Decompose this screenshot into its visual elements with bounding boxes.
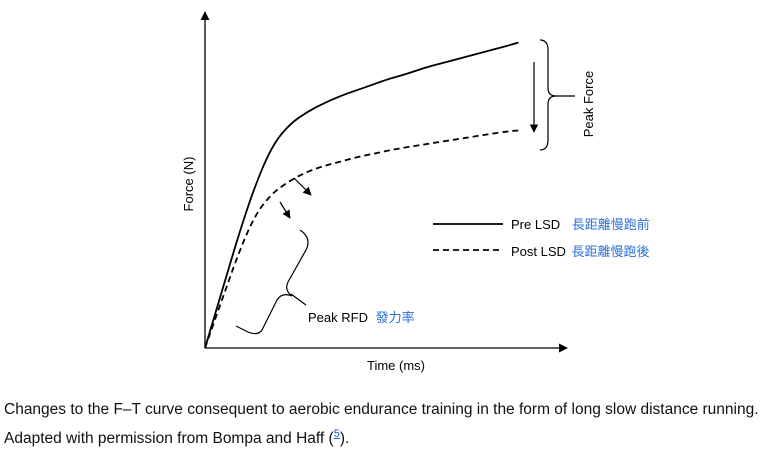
peak-rfd-label: Peak RFD 發力率: [308, 310, 415, 326]
legend: Pre LSD 長距離慢跑前 Post LSD 長距離慢跑後: [433, 217, 650, 260]
legend-label-pre-lsd: Pre LSD 長距離慢跑前: [511, 217, 650, 233]
caption-text-end: ).: [339, 430, 350, 448]
peak-rfd-small-arrow-2: [279, 201, 291, 219]
force-time-chart: Time (ms) Force (N) Peak Force Peak RFD …: [181, 11, 650, 373]
series-line-pre-lsd: [204, 41, 519, 349]
legend-pre-zh: 長距離慢跑前: [572, 217, 650, 233]
peak-force-brace: [539, 39, 557, 151]
legend-post-zh: 長距離慢跑後: [572, 244, 650, 260]
reference-link[interactable]: 5: [333, 428, 340, 440]
series-line-post-lsd: [204, 129, 519, 349]
x-axis-label: Time (ms): [367, 358, 425, 373]
legend-label-post-lsd: Post LSD 長距離慢跑後: [511, 244, 650, 260]
legend-post-en: Post LSD: [511, 244, 566, 259]
peak-rfd-brace: [235, 229, 309, 335]
peak-force-label: Peak Force: [581, 71, 596, 137]
peak-rfd-label-zh: 發力率: [376, 310, 415, 326]
caption-text: Changes to the F–T curve consequent to a…: [4, 401, 759, 448]
peak-rfd-leader: [290, 293, 307, 306]
peak-rfd-small-arrow-1: [293, 177, 312, 196]
legend-pre-en: Pre LSD: [511, 217, 560, 232]
figure-caption: Changes to the F–T curve consequent to a…: [4, 398, 769, 451]
peak-rfd-label-en: Peak RFD: [308, 310, 368, 325]
y-axis-label: Force (N): [181, 157, 196, 212]
